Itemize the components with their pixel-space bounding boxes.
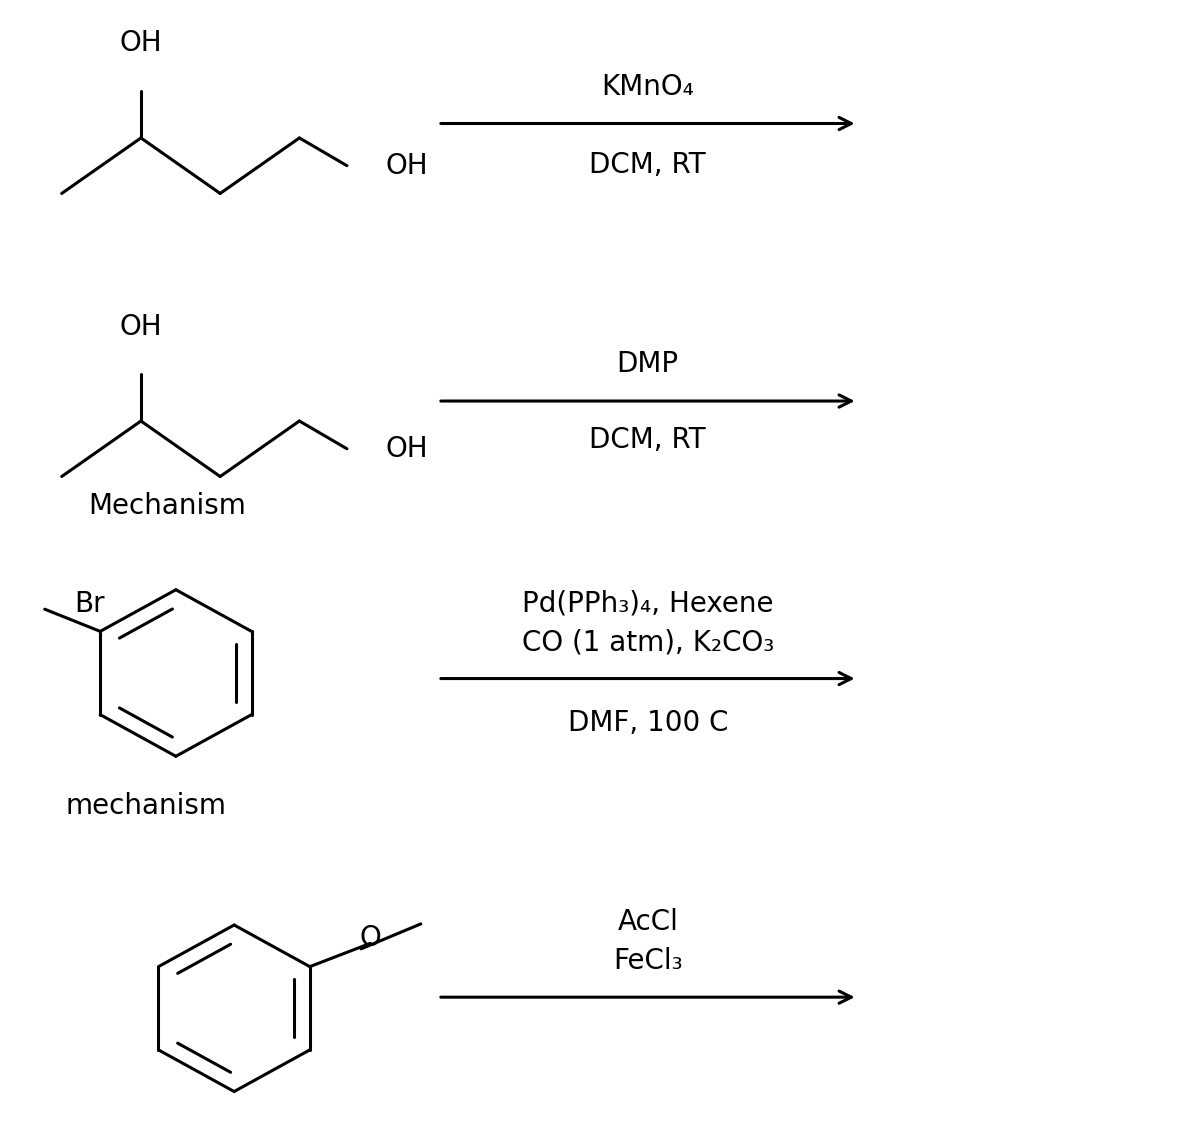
Text: O: O	[360, 924, 381, 952]
Text: KMnO₄: KMnO₄	[601, 73, 694, 101]
Text: Br: Br	[74, 590, 105, 617]
Text: Mechanism: Mechanism	[88, 492, 246, 520]
Text: OH: OH	[386, 152, 428, 180]
Text: OH: OH	[386, 435, 428, 463]
Text: OH: OH	[119, 29, 163, 57]
Text: OH: OH	[119, 312, 163, 341]
Text: Pd(PPh₃)₄, Hexene
CO (1 atm), K₂CO₃: Pd(PPh₃)₄, Hexene CO (1 atm), K₂CO₃	[521, 590, 773, 656]
Text: DMP: DMP	[617, 351, 679, 379]
Text: mechanism: mechanism	[65, 792, 226, 821]
Text: DCM, RT: DCM, RT	[590, 426, 706, 454]
Text: AcCl
FeCl₃: AcCl FeCl₃	[613, 908, 683, 976]
Text: DCM, RT: DCM, RT	[590, 151, 706, 179]
Text: DMF, 100 C: DMF, 100 C	[567, 709, 727, 737]
